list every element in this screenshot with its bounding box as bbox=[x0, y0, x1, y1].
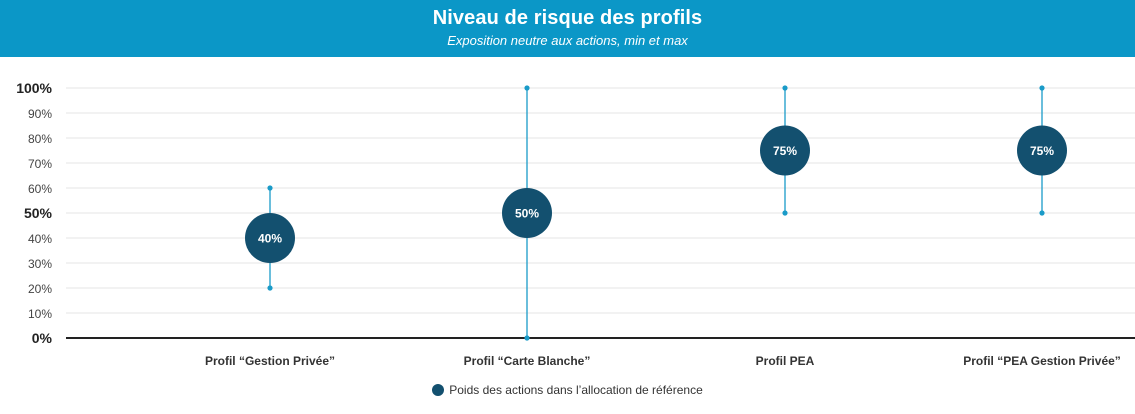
y-tick-label: 50% bbox=[24, 205, 53, 221]
data-point bbox=[760, 125, 810, 176]
y-tick-label: 60% bbox=[28, 182, 52, 196]
x-tick-label: Profil PEA bbox=[756, 354, 815, 368]
chart-subtitle: Exposition neutre aux actions, min et ma… bbox=[447, 33, 688, 48]
data-point bbox=[1017, 125, 1067, 176]
max-point bbox=[267, 185, 273, 191]
y-tick-label: 30% bbox=[28, 257, 52, 271]
legend[interactable]: Poids des actions dans l’allocation de r… bbox=[0, 383, 1135, 397]
chart-header: Niveau de risque des profils Exposition … bbox=[0, 0, 1135, 57]
legend-label: Poids des actions dans l’allocation de r… bbox=[449, 383, 703, 397]
y-tick-label: 90% bbox=[28, 107, 52, 121]
y-tick-label: 0% bbox=[32, 330, 53, 346]
y-tick-label: 10% bbox=[28, 307, 52, 321]
y-tick-label: 70% bbox=[28, 157, 52, 171]
x-tick-label: Profil “Gestion Privée” bbox=[205, 354, 335, 368]
y-tick-label: 100% bbox=[16, 80, 52, 96]
max-point bbox=[782, 85, 788, 91]
min-point bbox=[1039, 210, 1045, 216]
y-tick-label: 80% bbox=[28, 132, 52, 146]
data-label: 75% bbox=[773, 144, 797, 158]
x-tick-label: Profil “PEA Gestion Privée” bbox=[963, 354, 1121, 368]
min-point bbox=[782, 210, 788, 216]
data-point bbox=[502, 188, 552, 238]
y-tick-label: 40% bbox=[28, 232, 52, 246]
max-point bbox=[1039, 85, 1045, 91]
data-point bbox=[245, 213, 295, 263]
min-point bbox=[267, 285, 273, 291]
data-label: 50% bbox=[515, 207, 539, 221]
max-point bbox=[524, 85, 530, 91]
legend-marker bbox=[432, 384, 445, 396]
min-point bbox=[524, 335, 530, 341]
data-label: 40% bbox=[258, 232, 282, 246]
chart-title: Niveau de risque des profils bbox=[432, 7, 703, 29]
data-label: 75% bbox=[1030, 144, 1054, 158]
y-tick-label: 20% bbox=[28, 282, 52, 296]
x-tick-label: Profil “Carte Blanche” bbox=[464, 354, 591, 368]
